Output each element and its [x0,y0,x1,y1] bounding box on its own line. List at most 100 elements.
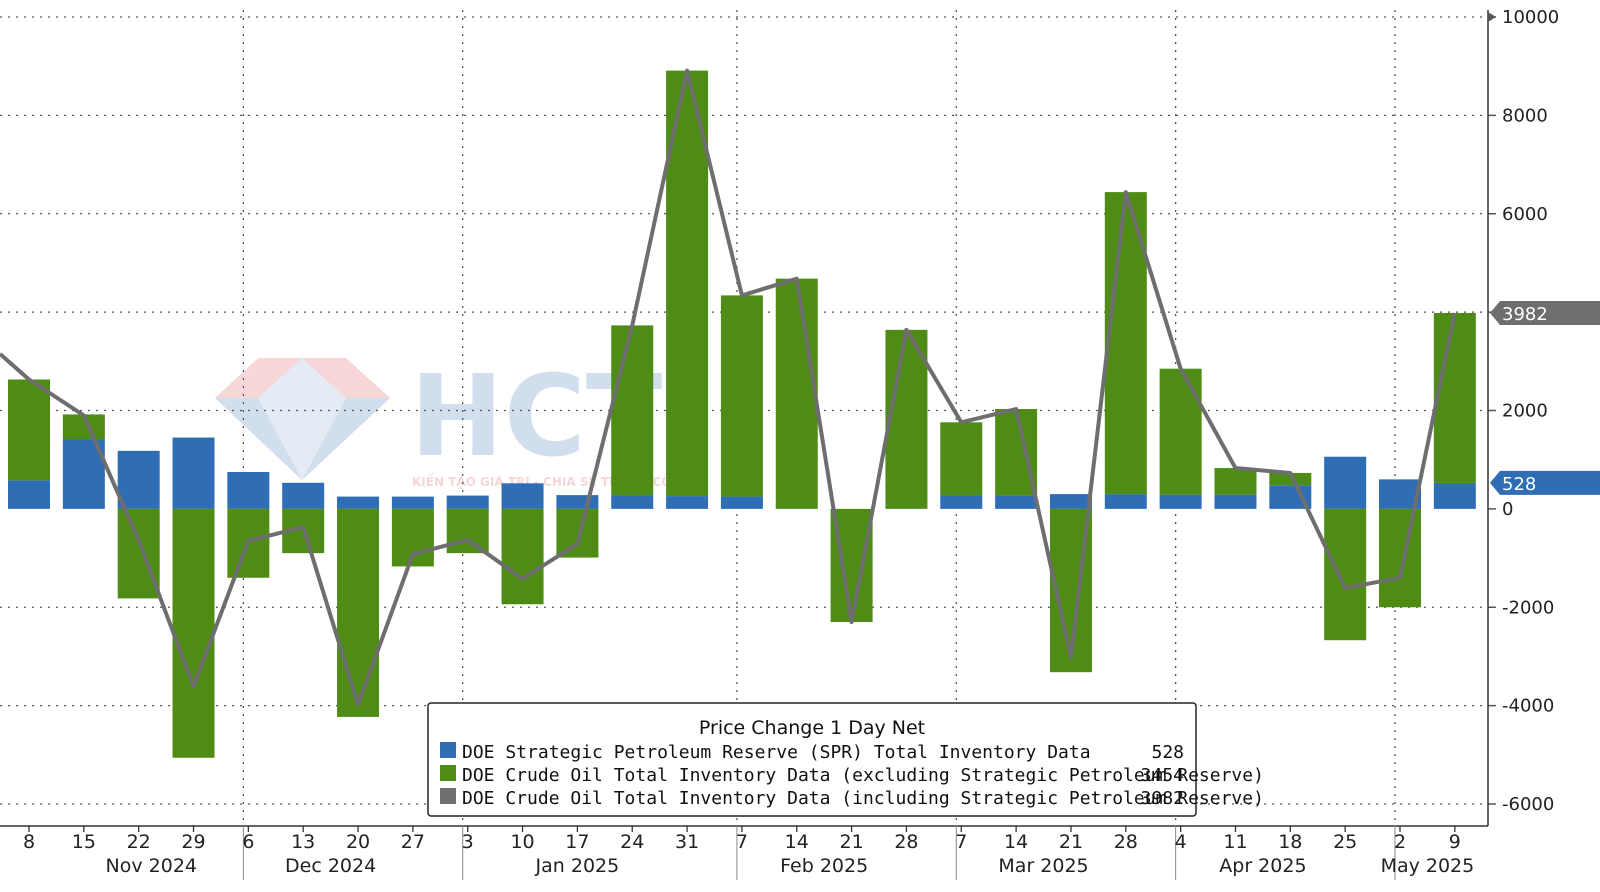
spr-bar [556,495,599,509]
legend-series-name: DOE Crude Oil Total Inventory Data (incl… [462,788,1264,809]
crude-bar [501,508,544,605]
x-tick-label: 9 [1449,831,1461,853]
x-tick-label: 4 [1175,831,1187,853]
x-tick-label: 25 [1333,831,1357,853]
y-tick-label: 2000 [1502,401,1548,422]
spr-bar [1159,494,1202,509]
x-tick-label: 17 [565,831,589,853]
legend-series-value: 528 [1151,742,1184,763]
x-tick-label: 7 [955,831,967,853]
y-tick-label: 6000 [1502,204,1548,225]
crude-bar [720,295,763,497]
crude-bar [1324,508,1367,641]
y-tick-label: -6000 [1502,794,1554,815]
spr-bar [391,496,434,509]
crude-bar [1214,468,1257,495]
y-tick-label: -2000 [1502,597,1554,618]
crude-bar [1269,472,1312,486]
spr-bar [666,496,709,509]
crude-bar [8,379,50,481]
month-label: Dec 2024 [285,855,376,877]
x-tick-label: 21 [840,831,864,853]
bars-layer [8,70,1476,758]
spr-bar [337,496,380,509]
month-label: Nov 2024 [106,855,197,877]
month-label: Mar 2025 [998,855,1088,877]
x-tick-label: 28 [894,831,918,853]
total-inventory-line [0,68,1457,707]
x-tick-label: 29 [181,831,205,853]
spr-bar [172,437,215,509]
x-tick-label: 8 [23,831,35,853]
x-tick-label: 27 [401,831,425,853]
x-tick-label: 13 [291,831,315,853]
x-tick-label: 18 [1278,831,1302,853]
value-badge [1490,470,1600,495]
crude-bar [1159,368,1202,495]
value-badge-text: 3982 [1502,304,1548,325]
spr-bar [995,495,1038,509]
spr-bar [611,495,654,509]
legend-swatch [440,788,456,804]
spr-bar [720,496,763,509]
legend: Price Change 1 Day Net DOE Strategic Petr… [427,702,1264,817]
crude-bar [611,325,654,496]
x-tick-label: 31 [675,831,699,853]
spr-bar [8,480,50,509]
x-tick-label: 24 [620,831,644,853]
month-label: May 2025 [1381,855,1475,877]
line-layer [0,68,1457,707]
crude-bar [1433,313,1476,483]
month-label: Apr 2025 [1219,855,1306,877]
month-label: Jan 2025 [535,855,620,877]
x-tick-label: 14 [785,831,809,853]
x-tick-label: 15 [72,831,96,853]
value-badges: 3982 528 [1490,301,1600,495]
x-tick-label: 10 [510,831,534,853]
spr-bar [501,483,544,509]
legend-swatch [440,765,456,781]
x-tick-label: 3 [462,831,474,853]
legend-series-value: 3982 [1141,788,1184,809]
crude-bar [775,278,818,509]
y-axis-labels: -6000-4000-20000200040006000800010000 [1502,7,1559,815]
spr-bar [1214,494,1257,509]
crude-bar [885,329,928,509]
spr-bar [1049,494,1092,509]
x-tick-label: 7 [736,831,748,853]
crude-bar [172,508,215,758]
spr-bar [1324,456,1367,509]
value-badge-text: 528 [1502,474,1536,495]
spr-bar [1433,482,1476,509]
y-tick-label: 0 [1502,499,1513,520]
crude-bar [1379,508,1421,608]
spr-bar [446,495,489,509]
x-tick-label: 22 [127,831,151,853]
legend-box [427,702,1197,817]
crude-bar [446,508,489,554]
legend-series-name: DOE Crude Oil Total Inventory Data (excl… [462,765,1264,786]
value-badge [1490,301,1600,326]
y-tick-label: 10000 [1502,7,1559,28]
legend-series-name: DOE Strategic Petroleum Reserve (SPR) To… [462,742,1091,763]
spr-bar [940,495,983,509]
crude-bar [117,508,160,599]
x-tick-label: 11 [1223,831,1247,853]
x-tick-label: 28 [1114,831,1138,853]
y-tick-label: -4000 [1502,696,1554,717]
y-tick-label: 8000 [1502,105,1548,126]
spr-bar [1104,494,1147,509]
crude-bar [556,508,599,558]
legend-swatch [440,742,456,758]
x-axis-labels: 8 15 22 29 6 13 20 27 3 10 17 24 31 7 14 21 28 7 14 21 28 4 11… [23,831,1474,877]
legend-series-value: 3454 [1141,765,1184,786]
x-tick-label: 2 [1394,831,1406,853]
spr-bar [282,482,325,509]
x-tick-label: 21 [1059,831,1083,853]
x-tick-label: 6 [242,831,254,853]
spr-bar [117,450,160,509]
axes [0,10,1496,880]
x-tick-label: 14 [1004,831,1028,853]
spr-bar [227,471,270,509]
